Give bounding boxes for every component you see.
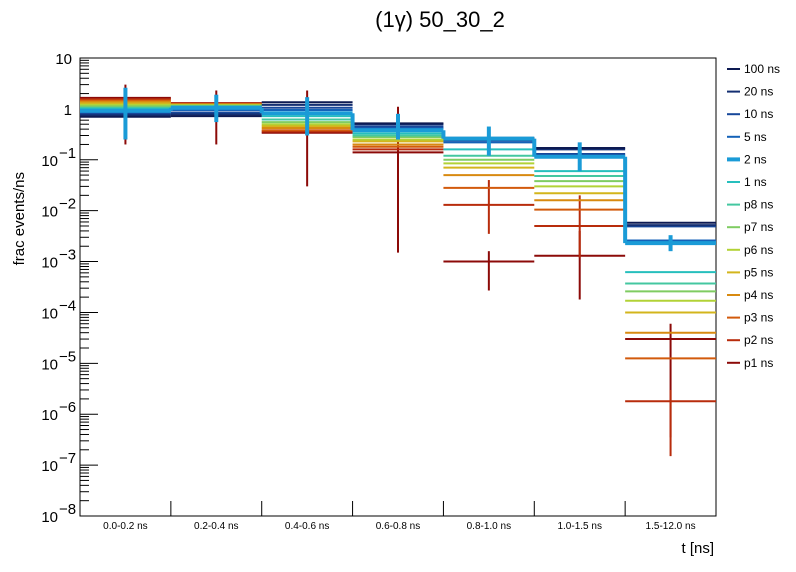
legend-entry: p6 ns [727, 243, 773, 257]
x-category-label: 0.2-0.4 ns [194, 521, 238, 532]
y-tick-label: 10 [41, 153, 58, 170]
legend-entry: p2 ns [727, 333, 773, 347]
series-layer [80, 84, 716, 457]
y-tick-exponent: −8 [59, 501, 76, 518]
y-tick-exponent: −3 [59, 247, 76, 264]
x-category-label: 0.6-0.8 ns [376, 521, 420, 532]
legend-label: p5 ns [744, 265, 773, 279]
legend-label: 2 ns [744, 152, 767, 166]
legend-label: 1 ns [744, 175, 767, 189]
y-tick-label: 10 [41, 255, 58, 272]
y-tick-label: 10 [41, 407, 58, 424]
x-axis-label: t [ns] [681, 540, 714, 557]
legend-entry: p1 ns [727, 356, 773, 370]
legend-label: p7 ns [744, 220, 773, 234]
legend-label: p1 ns [744, 356, 773, 370]
y-tick-exponent: −2 [59, 196, 76, 213]
y-tick-label: 10 [41, 458, 58, 475]
legend-entry: 2 ns [727, 152, 767, 166]
chart-title: (1γ) 50_30_2 [375, 7, 505, 32]
legend: 100 ns 20 ns 10 ns 5 ns 2 ns 1 ns p8 ns p7 ns p6… [727, 62, 780, 370]
x-category-label: 0.4-0.6 ns [285, 521, 329, 532]
legend-label: 5 ns [744, 130, 767, 144]
y-tick-label: 10 [41, 356, 58, 373]
x-category-label: 0.0-0.2 ns [103, 521, 147, 532]
y-tick-exponent: −5 [59, 348, 76, 365]
y-tick-exponent: −6 [59, 399, 76, 416]
y-tick-label: 10 [41, 204, 58, 221]
plot-frame [79, 57, 717, 517]
legend-entry: p5 ns [727, 265, 773, 279]
legend-entry: p8 ns [727, 198, 773, 212]
legend-entry: 5 ns [727, 130, 767, 144]
x-category-label: 1.0-1.5 ns [557, 521, 601, 532]
legend-entry: 10 ns [727, 107, 773, 121]
legend-entry: 1 ns [727, 175, 767, 189]
x-category-label: 0.8-1.0 ns [467, 521, 511, 532]
y-axis-label: frac events/ns [11, 172, 28, 265]
y-tick-label: 1 [64, 102, 72, 119]
y-tick-exponent: −4 [59, 297, 76, 314]
y-tick-label: 10 [55, 51, 72, 68]
legend-label: 100 ns [744, 62, 780, 76]
y-tick-label: 10 [41, 509, 58, 526]
y-tick-label: 10 [41, 305, 58, 322]
legend-label: 20 ns [744, 85, 773, 99]
legend-entry: 100 ns [727, 62, 780, 76]
plot-border [79, 57, 717, 517]
x-axis: 0.0-0.2 ns 0.2-0.4 ns 0.4-0.6 ns 0.6-0.8 ns… [103, 501, 696, 532]
legend-entry: 20 ns [727, 85, 773, 99]
y-tick-exponent: −1 [59, 145, 76, 162]
legend-label: 10 ns [744, 107, 773, 121]
x-category-label: 1.5-12.0 ns [646, 521, 696, 532]
legend-entry: p7 ns [727, 220, 773, 234]
legend-label: p4 ns [744, 288, 773, 302]
legend-entry: p4 ns [727, 288, 773, 302]
series-2-ns [80, 87, 716, 252]
legend-label: p2 ns [744, 333, 773, 347]
y-tick-exponent: −7 [59, 450, 76, 467]
legend-label: p3 ns [744, 311, 773, 325]
legend-label: p6 ns [744, 243, 773, 257]
legend-label: p8 ns [744, 198, 773, 212]
legend-entry: p3 ns [727, 311, 773, 325]
